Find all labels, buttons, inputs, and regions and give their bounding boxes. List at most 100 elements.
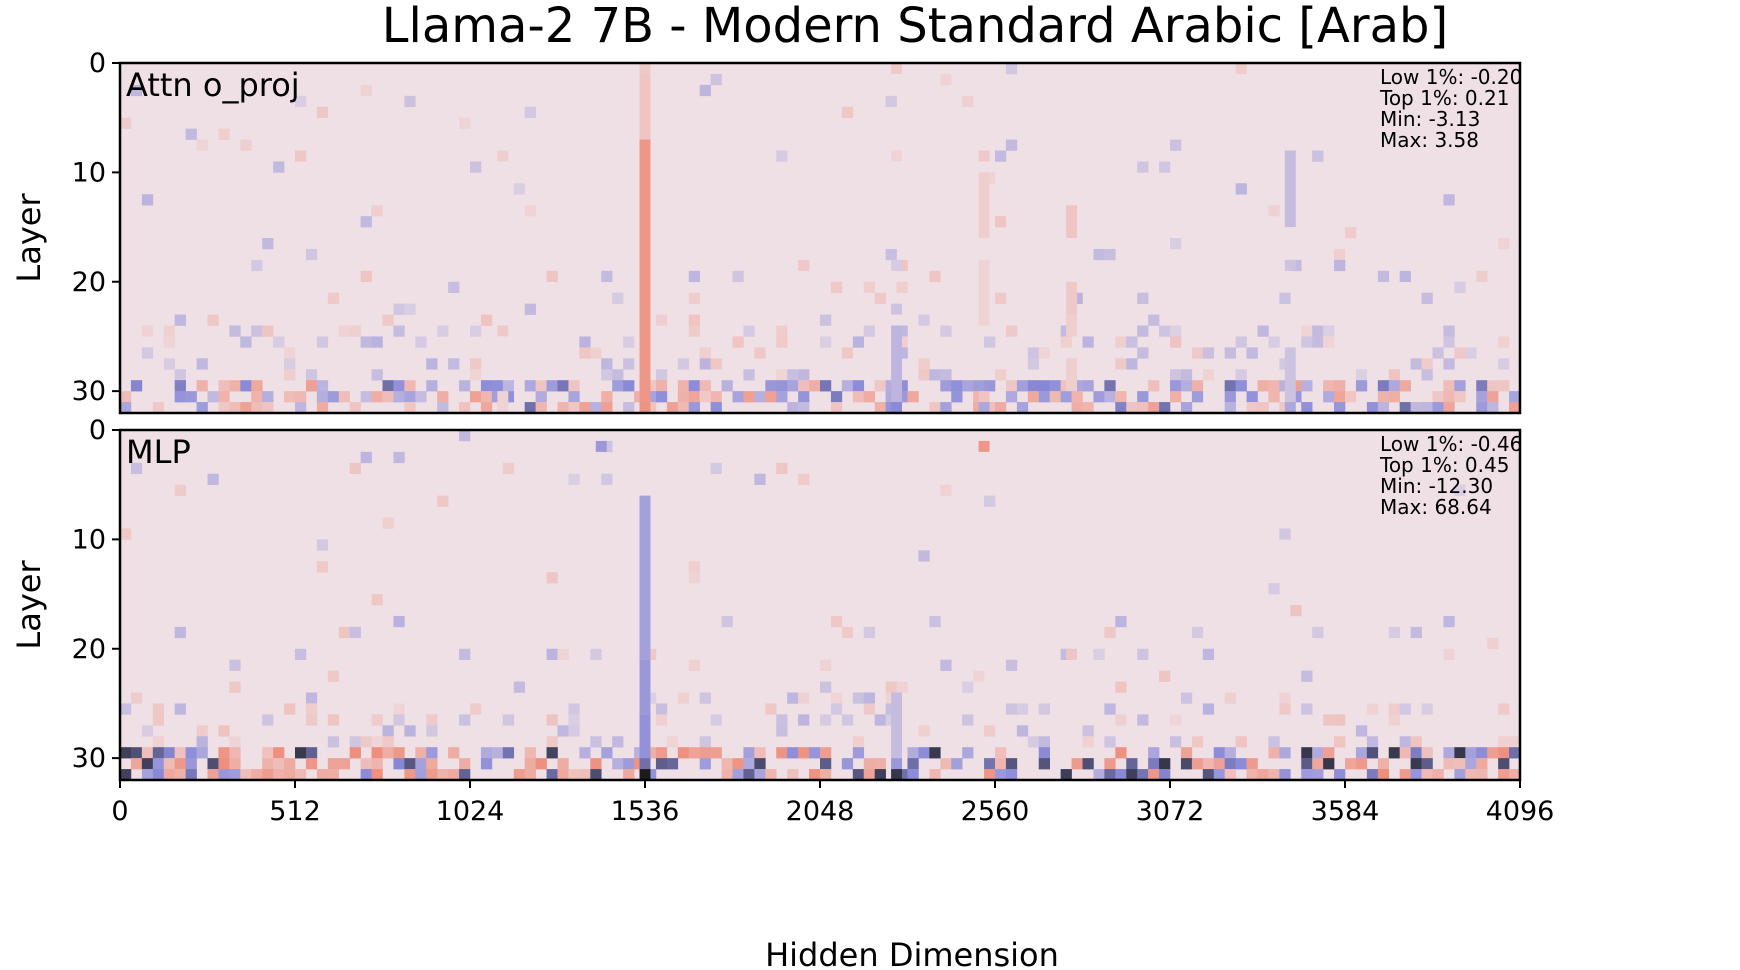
heatmap-cell <box>1432 769 1444 781</box>
heatmap-cell <box>896 259 908 272</box>
heatmap-cell <box>185 391 197 403</box>
heatmap-cell <box>1104 758 1116 770</box>
heatmap-cell <box>1224 391 1236 403</box>
heatmap-cell <box>1498 358 1510 370</box>
heatmap-cell <box>1224 402 1236 414</box>
heatmap-cell <box>798 402 810 414</box>
heatmap-cell <box>655 758 668 770</box>
heatmap-cell <box>1191 380 1204 392</box>
heatmap-cell <box>1038 380 1050 392</box>
heatmap-cell <box>623 336 635 348</box>
heatmap-cell <box>1191 626 1204 639</box>
heatmap-cell <box>1148 758 1160 770</box>
heatmap-cell <box>251 769 263 781</box>
heatmap-cell <box>1268 391 1280 403</box>
heatmap-cell <box>1312 769 1324 781</box>
heatmap-cell <box>1334 736 1346 748</box>
heatmap-cell <box>371 747 383 759</box>
heatmap-cell <box>590 769 602 781</box>
heatmap-cell <box>776 369 788 381</box>
heatmap-cell <box>951 391 963 403</box>
heatmap-cell <box>1268 747 1280 759</box>
heatmap-cell <box>1038 391 1050 403</box>
heatmap-cell <box>1366 703 1379 715</box>
heatmap-cell <box>1005 703 1018 715</box>
heatmap-cell <box>1454 391 1466 403</box>
stat-line: Min: -12.30 <box>1380 474 1493 498</box>
heatmap-cell <box>1421 358 1433 370</box>
heatmap-cell <box>218 380 230 392</box>
heatmap-cell <box>688 292 700 304</box>
heatmap-cell <box>918 550 930 562</box>
y-tick-label: 30 <box>72 743 106 774</box>
heatmap-cell <box>229 736 241 748</box>
heatmap-cell <box>207 391 219 403</box>
heatmap-cell <box>984 172 996 184</box>
heatmap-cell <box>1323 714 1335 726</box>
heatmap-cell <box>1410 736 1422 748</box>
heatmap-cell <box>918 358 930 370</box>
heatmap-cell <box>338 626 350 639</box>
heatmap-cell <box>1410 769 1422 781</box>
heatmap-cell <box>590 758 602 770</box>
heatmap-cell <box>1137 714 1149 726</box>
heatmap-cell <box>841 714 854 726</box>
stat-line: Max: 3.58 <box>1380 128 1479 152</box>
heatmap-cell <box>852 391 865 403</box>
heatmap-cell <box>371 758 383 770</box>
heatmap-cell <box>448 358 460 370</box>
heatmap-cell <box>1334 769 1346 781</box>
heatmap-cell <box>568 703 580 715</box>
heatmap-cell <box>502 747 515 759</box>
heatmap-cell <box>765 703 777 715</box>
heatmap-cell <box>896 681 908 693</box>
heatmap-cell <box>1399 380 1411 392</box>
heatmap-cell <box>841 347 854 359</box>
heatmap-cell <box>743 325 755 337</box>
heatmap-cell <box>820 336 832 348</box>
heatmap-cell <box>120 391 132 403</box>
heatmap-cell <box>415 391 427 403</box>
heatmap-cell <box>699 736 711 748</box>
panel-frame <box>118 61 1522 415</box>
heatmap-cell <box>448 769 460 781</box>
heatmap-cell <box>940 402 952 414</box>
heatmap-cell <box>1279 747 1291 759</box>
heatmap-cell <box>940 73 952 86</box>
heatmap-cell <box>130 747 143 759</box>
heatmap-cell <box>1202 703 1215 715</box>
x-tick-label: 1536 <box>611 796 680 827</box>
heatmap-cell <box>1170 736 1182 748</box>
heatmap-cell <box>1312 626 1324 639</box>
heatmap-cell <box>1399 703 1411 715</box>
heatmap-cell <box>1399 402 1411 414</box>
heatmap-cell <box>612 758 624 770</box>
heatmap-cell <box>1066 358 1078 392</box>
heatmap-cell <box>1301 380 1313 392</box>
heatmap-cell <box>1137 648 1149 660</box>
heatmap-cell <box>152 402 165 414</box>
heatmap-cell <box>655 703 668 715</box>
heatmap-cell <box>349 736 361 748</box>
heatmap-cell <box>907 747 919 759</box>
heatmap-cell <box>1279 528 1291 540</box>
heatmap-cell <box>1355 758 1368 770</box>
heatmap-cell <box>1454 380 1466 392</box>
heatmap-cell <box>885 248 897 261</box>
heatmap-cell <box>371 391 383 403</box>
heatmap-cell <box>1443 391 1455 403</box>
heatmap-cell <box>1235 369 1247 381</box>
heatmap-cell <box>1016 725 1029 737</box>
heatmap-cell <box>1487 747 1499 759</box>
heatmap-cell <box>1421 369 1433 381</box>
heatmap-cell <box>568 769 580 781</box>
heatmap-cell <box>1148 402 1160 414</box>
heatmap-cell <box>1432 347 1444 359</box>
heatmap-cell <box>240 380 252 392</box>
heatmap-cell <box>305 380 318 392</box>
heatmap-cell <box>891 758 903 770</box>
heatmap-cell <box>1279 292 1291 304</box>
heatmap-cell <box>1388 703 1400 715</box>
heatmap-cell <box>1027 380 1040 392</box>
heatmap-cell <box>639 63 651 74</box>
